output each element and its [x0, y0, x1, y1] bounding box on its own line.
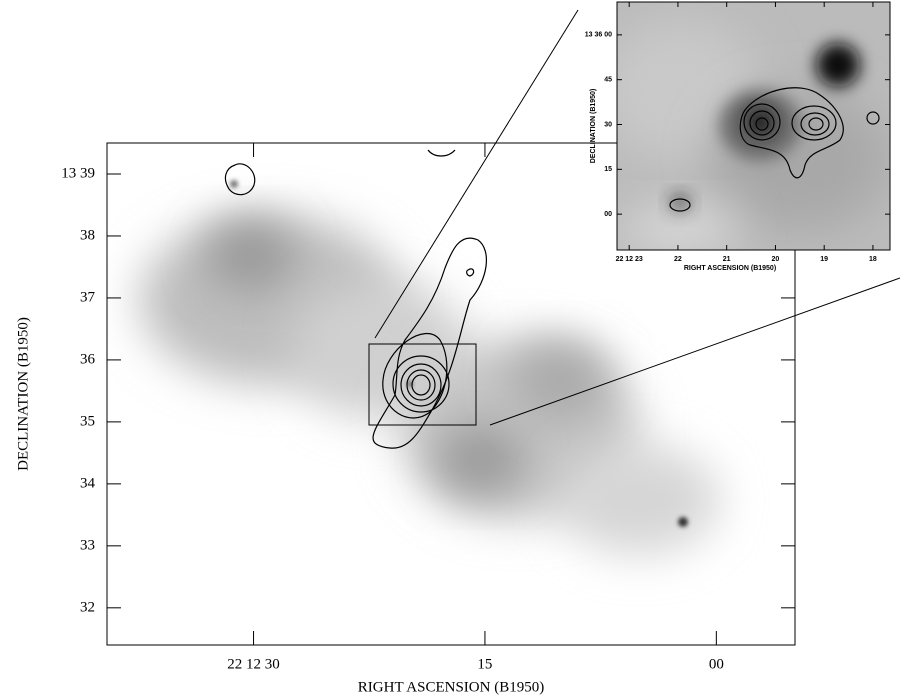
zoom-line [374, 9, 579, 339]
y-tick-label: 36 [80, 351, 96, 367]
x-tick-label: 00 [709, 656, 724, 672]
y-tick-label: 33 [80, 537, 95, 553]
y-axis-label: DECLINATION (B1950) [590, 89, 597, 164]
x-axis-label: RIGHT ASCENSION (B1950) [358, 679, 544, 695]
y-tick-label: 30 [604, 121, 612, 128]
inset-image [617, 2, 890, 250]
x-tick-label: 20 [772, 256, 780, 263]
x-tick-label: 21 [723, 256, 731, 263]
inset-frame [616, 1, 891, 251]
y-tick-label: 13 36 00 [585, 32, 612, 39]
y-tick-label: 38 [80, 227, 95, 243]
x-tick-label: 22 12 23 [616, 256, 643, 263]
main-frame [106, 142, 796, 646]
x-tick-label: 22 12 30 [227, 656, 280, 672]
y-tick-label: 35 [80, 413, 95, 429]
zoom-box [368, 343, 477, 426]
x-tick-label: 15 [477, 656, 492, 672]
y-tick-label: 32 [80, 599, 95, 615]
x-axis-label: RIGHT ASCENSION (B1950) [684, 265, 776, 272]
inset-panel: RIGHT ASCENSION (B1950) DECLINATION (B19… [585, 1, 891, 272]
zoom-line [489, 277, 900, 426]
x-tick-label: 19 [820, 256, 828, 263]
y-tick-label: 34 [80, 475, 96, 491]
y-tick-label: 13 39 [61, 165, 95, 181]
y-tick-label: 00 [604, 211, 612, 218]
y-axis-label: DECLINATION (B1950) [15, 317, 31, 471]
y-tick-label: 15 [604, 166, 612, 173]
x-tick-label: 22 [674, 256, 682, 263]
y-tick-label: 45 [604, 77, 612, 84]
x-tick-label: 18 [869, 256, 877, 263]
y-tick-label: 37 [80, 289, 96, 305]
